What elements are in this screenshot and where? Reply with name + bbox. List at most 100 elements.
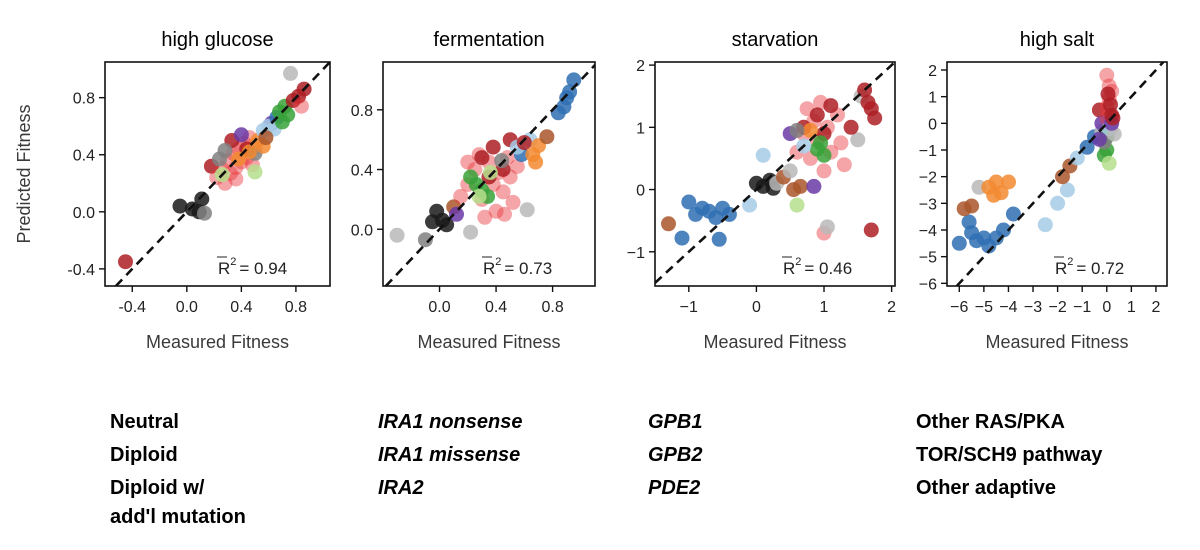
identity-line	[384, 64, 595, 286]
data-point	[789, 197, 805, 213]
x-tick-label: 0	[1102, 299, 1111, 316]
y-axis-label: Predicted Fitness	[14, 104, 34, 243]
data-point	[495, 184, 511, 200]
r2-value: = 0.46	[804, 259, 852, 278]
legend-item: Other RAS/PKA	[916, 411, 1065, 433]
r2-annotation: R2 = 0.46	[783, 256, 852, 278]
x-tick-label: −1	[680, 299, 698, 316]
data-point	[453, 188, 469, 204]
data-point	[1091, 102, 1107, 118]
y-tick-label: −1	[627, 245, 645, 262]
x-tick-label: 0.8	[285, 299, 307, 316]
data-point	[274, 114, 290, 130]
x-tick-label: −6	[950, 299, 968, 316]
data-point	[1079, 139, 1095, 155]
legend-item: GPB2	[648, 444, 702, 466]
x-tick-label: 0.0	[176, 299, 198, 316]
data-points	[118, 65, 312, 270]
y-tick-label: 2	[636, 58, 645, 75]
data-point	[474, 150, 490, 166]
x-tick-label: −2	[1048, 299, 1066, 316]
data-point	[488, 203, 504, 219]
data-point	[477, 209, 493, 225]
panel-title: high salt	[1020, 29, 1095, 51]
panel-title: fermentation	[433, 29, 544, 51]
x-tick-label: 0.4	[485, 299, 507, 316]
legend-item: PDE2	[648, 477, 700, 499]
x-tick-label: −5	[975, 299, 993, 316]
legend-item: IRA1 nonsense	[378, 411, 522, 433]
panel-2: fermentation 0.0 0.4 0.8 0.0 0.4 0.8 Measured F…	[351, 29, 596, 352]
r2-exponent: 2	[230, 256, 236, 268]
data-point	[674, 230, 690, 246]
r2-value: = 0.73	[504, 259, 552, 278]
data-point	[417, 232, 433, 248]
data-point	[1050, 195, 1066, 211]
y-tick-label: −4	[919, 223, 937, 240]
data-point	[258, 130, 274, 146]
data-point	[1001, 174, 1016, 190]
data-point	[283, 65, 298, 81]
plot-frame	[382, 61, 596, 287]
legend-item: Neutral	[110, 411, 179, 433]
panel-title: high glucose	[161, 29, 273, 51]
data-point	[528, 154, 544, 170]
legend-item: Diploid	[110, 444, 178, 466]
data-point	[850, 132, 866, 148]
data-point	[833, 135, 849, 151]
x-axis-label: Measured Fitness	[703, 332, 846, 352]
data-point	[482, 165, 498, 180]
data-point	[118, 254, 133, 270]
data-point	[813, 135, 829, 151]
y-tick-label: −6	[919, 276, 937, 293]
r2-exponent: 2	[495, 256, 501, 268]
r2-annotation: R2 = 0.94	[218, 256, 287, 278]
y-tick-label: −3	[919, 196, 937, 213]
data-point	[863, 222, 879, 238]
r2-symbol: R	[483, 259, 495, 278]
data-point	[1037, 217, 1053, 233]
y-tick-label: 2	[928, 63, 937, 80]
data-point	[836, 157, 852, 173]
y-tick-label: 0.0	[351, 222, 373, 239]
y-tick-label: −5	[919, 250, 937, 267]
data-point	[816, 147, 832, 163]
data-point	[449, 206, 464, 222]
x-tick-label: 0	[752, 299, 761, 316]
data-point	[509, 159, 525, 174]
data-point	[951, 235, 967, 251]
legend-item-continued: add'l mutation	[110, 506, 246, 528]
data-point	[1069, 150, 1085, 166]
identity-line	[114, 62, 330, 286]
x-tick-label: 0.8	[541, 299, 563, 316]
y-tick-label: −1	[919, 143, 937, 160]
data-point	[519, 202, 535, 218]
data-point	[1059, 182, 1075, 198]
r2-annotation: R2 = 0.72	[1055, 256, 1124, 278]
plot-frame	[104, 61, 331, 287]
data-point	[485, 139, 501, 155]
data-point	[566, 72, 582, 88]
data-points	[389, 72, 582, 248]
data-point	[843, 119, 859, 135]
data-point	[742, 197, 758, 213]
identity-line	[955, 62, 1165, 286]
data-point	[681, 194, 697, 210]
data-point	[661, 216, 676, 232]
data-point	[194, 191, 210, 207]
x-axis-label: Measured Fitness	[985, 332, 1128, 352]
x-tick-label: −4	[999, 299, 1017, 316]
data-point	[460, 154, 476, 170]
data-point	[789, 122, 805, 138]
legend-item: Other adaptive	[916, 477, 1056, 499]
data-point	[792, 178, 808, 194]
x-tick-label: −3	[1024, 299, 1042, 316]
data-point	[463, 169, 479, 185]
x-axis-label: Measured Fitness	[417, 332, 560, 352]
r2-value: = 0.72	[1076, 259, 1124, 278]
data-points	[951, 67, 1122, 254]
y-tick-label: 1	[636, 120, 645, 137]
x-tick-label: 1	[820, 299, 829, 316]
